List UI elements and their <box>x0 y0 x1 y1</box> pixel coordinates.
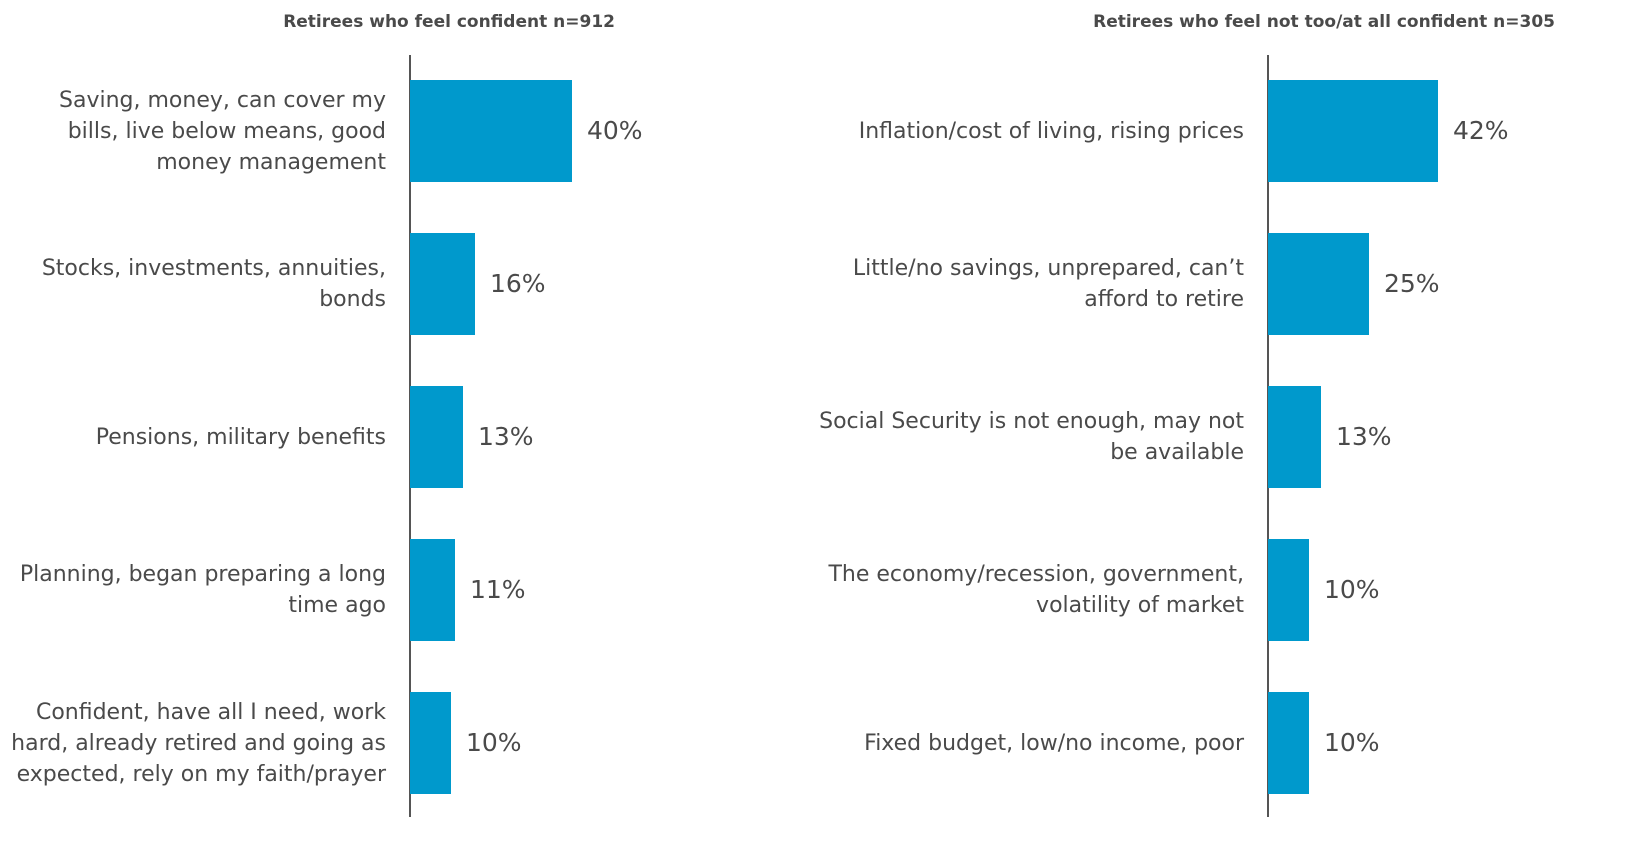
left-bar <box>410 233 475 335</box>
right-bar <box>1268 80 1438 182</box>
right-chart-title: Retirees who feel not too/at all confide… <box>1093 12 1555 32</box>
left-bar <box>410 386 463 488</box>
right-category-label: Inflation/cost of living, rising prices <box>858 118 1244 144</box>
right-value-label: 42% <box>1453 116 1509 145</box>
right-category-label: Fixed budget, low/no income, poor <box>864 730 1244 756</box>
right-value-label: 25% <box>1384 269 1440 298</box>
left-value-label: 10% <box>466 728 522 757</box>
right-value-label: 10% <box>1324 728 1380 757</box>
right-value-label: 13% <box>1336 422 1392 451</box>
right-bar <box>1268 539 1309 641</box>
left-category-label: Confident, have all I need, work hard, a… <box>11 699 386 787</box>
left-category-label: Pensions, military benefits <box>95 424 386 450</box>
left-value-label: 40% <box>587 116 643 145</box>
left-value-label: 11% <box>470 575 526 604</box>
left-value-label: 13% <box>478 422 534 451</box>
right-category-label: Little/no savings, unprepared, can’t aff… <box>852 256 1244 312</box>
left-category-label: Saving, money, can cover my bills, live … <box>59 87 386 175</box>
left-bar <box>410 692 451 794</box>
right-value-label: 10% <box>1324 575 1380 604</box>
left-category-label: Stocks, investments, annuities, bonds <box>41 256 386 312</box>
left-value-label: 16% <box>490 269 546 298</box>
right-bar <box>1268 692 1309 794</box>
right-bar <box>1268 386 1321 488</box>
left-bar <box>410 539 455 641</box>
left-chart-title: Retirees who feel confident n=912 <box>283 12 615 32</box>
right-category-label: Social Security is not enough, may not b… <box>819 409 1244 465</box>
left-category-label: Planning, began preparing a long time ag… <box>19 562 386 618</box>
right-bar <box>1268 233 1369 335</box>
right-category-label: The economy/recession, government, volat… <box>828 562 1244 618</box>
left-bar <box>410 80 572 182</box>
